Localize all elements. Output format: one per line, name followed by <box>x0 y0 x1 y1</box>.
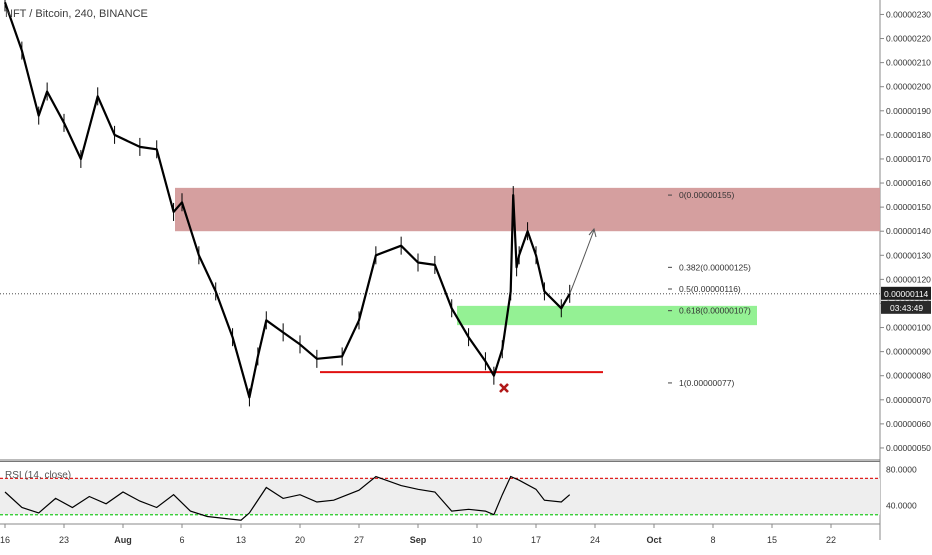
y-tick-label: 0.00000080 <box>886 371 931 381</box>
x-tick-label: 8 <box>710 535 715 545</box>
y-tick-label: 0.00000220 <box>886 34 931 44</box>
fib-label: 0.618(0.00000107) <box>679 306 751 316</box>
x-tick-label: 22 <box>826 535 836 545</box>
y-tick-label: 0.00000100 <box>886 323 931 333</box>
support-zone[interactable] <box>457 305 757 326</box>
x-tick-label: 23 <box>59 535 69 545</box>
cross-mark-icon <box>499 383 509 393</box>
chart-title: NFT / Bitcoin, 240, BINANCE <box>5 8 148 20</box>
x-tick-label: 20 <box>295 535 305 545</box>
y-tick-label: 0.00000210 <box>886 58 931 68</box>
x-tick-label: 13 <box>236 535 246 545</box>
x-tick-label: 17 <box>531 535 541 545</box>
x-tick-label: Aug <box>114 535 132 545</box>
rsi-tick-label: 80.0000 <box>886 464 917 474</box>
rsi-label: RSI (14, close) <box>5 470 72 481</box>
countdown-badge <box>881 300 931 314</box>
x-tick-label: Sep <box>410 535 427 545</box>
fib-label: 1(0.00000077) <box>679 378 734 388</box>
y-tick-label: 0.00000050 <box>886 443 931 453</box>
x-tick-label: 16 <box>0 535 10 545</box>
rsi-tick-label: 40.0000 <box>886 501 917 511</box>
y-tick-label: 0.00000190 <box>886 106 931 116</box>
y-tick-label: 0.00000140 <box>886 226 931 236</box>
y-tick-label: 0.00000060 <box>886 419 931 429</box>
fib-label: 0.5(0.00000116) <box>679 284 741 294</box>
current-price-badge <box>881 286 931 300</box>
y-tick-label: 0.00000120 <box>886 274 931 284</box>
fib-label: 0.382(0.00000125) <box>679 262 751 272</box>
y-tick-label: 0.00000090 <box>886 347 931 357</box>
y-tick-label: 0.00000130 <box>886 250 931 260</box>
rsi-band <box>0 478 880 515</box>
y-tick-label: 0.00000070 <box>886 395 931 405</box>
countdown-label: 03:43:49 <box>890 303 923 313</box>
y-tick-label: 0.00000200 <box>886 82 931 92</box>
y-tick-label: 0.00000150 <box>886 202 931 212</box>
fib-label: 0(0.00000155) <box>679 190 734 200</box>
y-tick-label: 0.00000180 <box>886 130 931 140</box>
x-tick-label: 24 <box>590 535 600 545</box>
y-tick-label: 0.00000160 <box>886 178 931 188</box>
x-tick-label: 6 <box>179 535 184 545</box>
arrow-head <box>588 227 597 238</box>
rsi-series-line[interactable] <box>4 475 571 521</box>
projection-arrow[interactable] <box>569 229 595 295</box>
x-tick-label: Oct <box>646 535 661 545</box>
y-tick-label: 0.00000230 <box>886 9 931 19</box>
rsi-top-border <box>0 461 880 462</box>
current-price-label: 0.00000114 <box>884 289 929 299</box>
x-tick-label: 27 <box>354 535 364 545</box>
x-tick-label: 10 <box>472 535 482 545</box>
y-tick-label: 0.00000170 <box>886 154 931 164</box>
x-tick-label: 15 <box>767 535 777 545</box>
